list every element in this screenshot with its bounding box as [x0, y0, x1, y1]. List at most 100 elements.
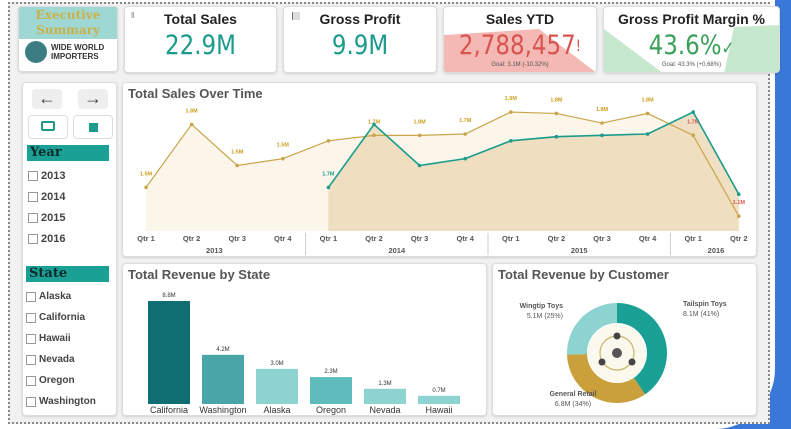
data-point[interactable]: [554, 134, 559, 139]
data-point[interactable]: [509, 110, 513, 114]
x-tick-label: Qtr 4: [639, 234, 657, 243]
checkbox[interactable]: [28, 233, 38, 244]
back-button[interactable]: ←: [32, 89, 62, 109]
data-point[interactable]: [372, 122, 376, 127]
bookmark-button[interactable]: [73, 115, 113, 139]
x-tick-label: Qtr 1: [137, 234, 155, 243]
data-point[interactable]: [600, 133, 604, 138]
report-title: Executive Summary: [19, 7, 117, 39]
data-point[interactable]: [737, 214, 741, 218]
data-label: 1.7M: [687, 119, 700, 125]
slicer-option-label: 2014: [41, 190, 66, 203]
series-line: [327, 111, 740, 195]
data-point[interactable]: [326, 185, 331, 190]
kpi-value: 43.6%✓: [617, 30, 766, 61]
data-point[interactable]: [645, 111, 650, 116]
data-label: 1.7M: [459, 118, 472, 124]
x-group-label: 2015: [571, 246, 588, 255]
donut-slice[interactable]: [567, 303, 617, 355]
data-point[interactable]: [737, 192, 741, 197]
slicer-option-alaska[interactable]: Alaska: [26, 286, 116, 307]
year-slicer-header: Year: [27, 145, 109, 161]
bar[interactable]: [148, 301, 190, 404]
series-area: [328, 112, 739, 231]
donut-slice[interactable]: [617, 303, 667, 395]
checkbox[interactable]: [28, 191, 38, 202]
kpi-gross-profit-margin[interactable]: Gross Profit Margin % 43.6%✓ Goal: 43.3%…: [603, 6, 780, 73]
kpi-value: 22.9M: [165, 30, 236, 61]
x-tick-label: Qtr 4: [456, 234, 474, 243]
kpi-value: 9.9M: [331, 30, 389, 61]
slice-value-label: 5.1M (25%): [527, 313, 563, 320]
slicer-option-washington[interactable]: Washington: [26, 391, 116, 412]
data-point[interactable]: [600, 121, 604, 125]
bar-value-label: 8.8M: [162, 293, 175, 299]
slicer-option-2016[interactable]: 2016: [28, 228, 116, 249]
donut-slice[interactable]: [567, 353, 646, 403]
line-chart-plot: 1.5M 1.8M 1.5M 1.5M 1.7M 1.8M 1.7M 1.9M 1.8M 1.8M…: [137, 96, 748, 255]
chart-title: Total Revenue by Customer: [498, 267, 669, 282]
slicer-option-2015[interactable]: 2015: [28, 207, 116, 228]
data-point[interactable]: [372, 133, 376, 138]
slicer-option-hawaii[interactable]: Hawaii: [26, 328, 116, 349]
data-point[interactable]: [417, 133, 422, 138]
data-label: 1.1M: [733, 200, 746, 206]
data-label: 1.5M: [277, 143, 290, 149]
data-point[interactable]: [463, 132, 468, 136]
kpi-value-text: 43.6%: [648, 30, 722, 61]
data-label: 1.8M: [413, 119, 426, 125]
network-node-icon: [628, 358, 636, 366]
slicer-option-nevada[interactable]: Nevada: [26, 349, 116, 370]
data-point[interactable]: [554, 111, 559, 116]
slicer-option-2013[interactable]: 2013: [28, 165, 116, 186]
data-label: 1.7M: [368, 119, 381, 125]
x-tick-label: Alaska: [263, 405, 290, 415]
company-name: WIDE WORLD IMPORTERS: [51, 43, 105, 61]
slicer-option-oregon[interactable]: Oregon: [26, 370, 116, 391]
bar[interactable]: [310, 377, 352, 404]
bar[interactable]: [256, 368, 298, 404]
flag-icon: [292, 12, 300, 20]
globe-icon: [25, 41, 47, 63]
data-point[interactable]: [463, 156, 468, 161]
x-tick-label: Qtr 3: [593, 234, 611, 243]
slicer-option-2014[interactable]: 2014: [28, 186, 116, 207]
data-point[interactable]: [691, 110, 695, 114]
slice-name: Wingtip Toys: [520, 303, 563, 310]
checkbox[interactable]: [26, 396, 36, 407]
data-point[interactable]: [144, 185, 148, 190]
checkbox[interactable]: [26, 375, 36, 386]
data-point[interactable]: [417, 163, 422, 168]
network-icon: [612, 348, 622, 358]
bookmark-icon: [88, 123, 98, 132]
alert-icon: !: [575, 36, 582, 55]
checkbox[interactable]: [28, 212, 38, 223]
kpi-gross-profit[interactable]: Gross Profit 9.9M: [283, 6, 437, 73]
revenue-by-state-chart: Total Revenue by State 8.8M California 4.2…: [122, 263, 487, 416]
kpi-goal: Goal: 3.1M (-10.32%): [491, 62, 549, 68]
checkbox[interactable]: [26, 333, 36, 344]
data-point[interactable]: [281, 156, 285, 161]
data-label: 1.5M: [231, 150, 244, 156]
data-point[interactable]: [509, 139, 513, 143]
checkbox[interactable]: [26, 354, 36, 365]
forward-button[interactable]: →: [78, 89, 108, 109]
checkbox[interactable]: [26, 291, 36, 302]
bar[interactable]: [364, 388, 406, 404]
data-point[interactable]: [189, 122, 194, 127]
slicer-option-california[interactable]: California: [26, 307, 116, 328]
kpi-total-sales[interactable]: ǁ Total Sales 22.9M: [124, 6, 277, 73]
kpi-title: Gross Profit Margin %: [617, 11, 766, 27]
x-tick-label: Qtr 1: [320, 234, 338, 243]
data-point[interactable]: [645, 132, 650, 136]
bar[interactable]: [418, 395, 460, 404]
data-point[interactable]: [326, 139, 331, 143]
year-slicer: Year 2013 2014 2015 2016: [23, 145, 116, 249]
comment-button[interactable]: [28, 115, 68, 139]
kpi-sales-ytd[interactable]: Sales YTD 2,788,457! Goal: 3.1M (-10.32%…: [443, 6, 597, 73]
checkbox[interactable]: [26, 312, 36, 323]
checkbox[interactable]: [28, 170, 38, 181]
bar[interactable]: [202, 354, 244, 404]
data-point[interactable]: [691, 133, 695, 138]
data-point[interactable]: [235, 163, 239, 168]
